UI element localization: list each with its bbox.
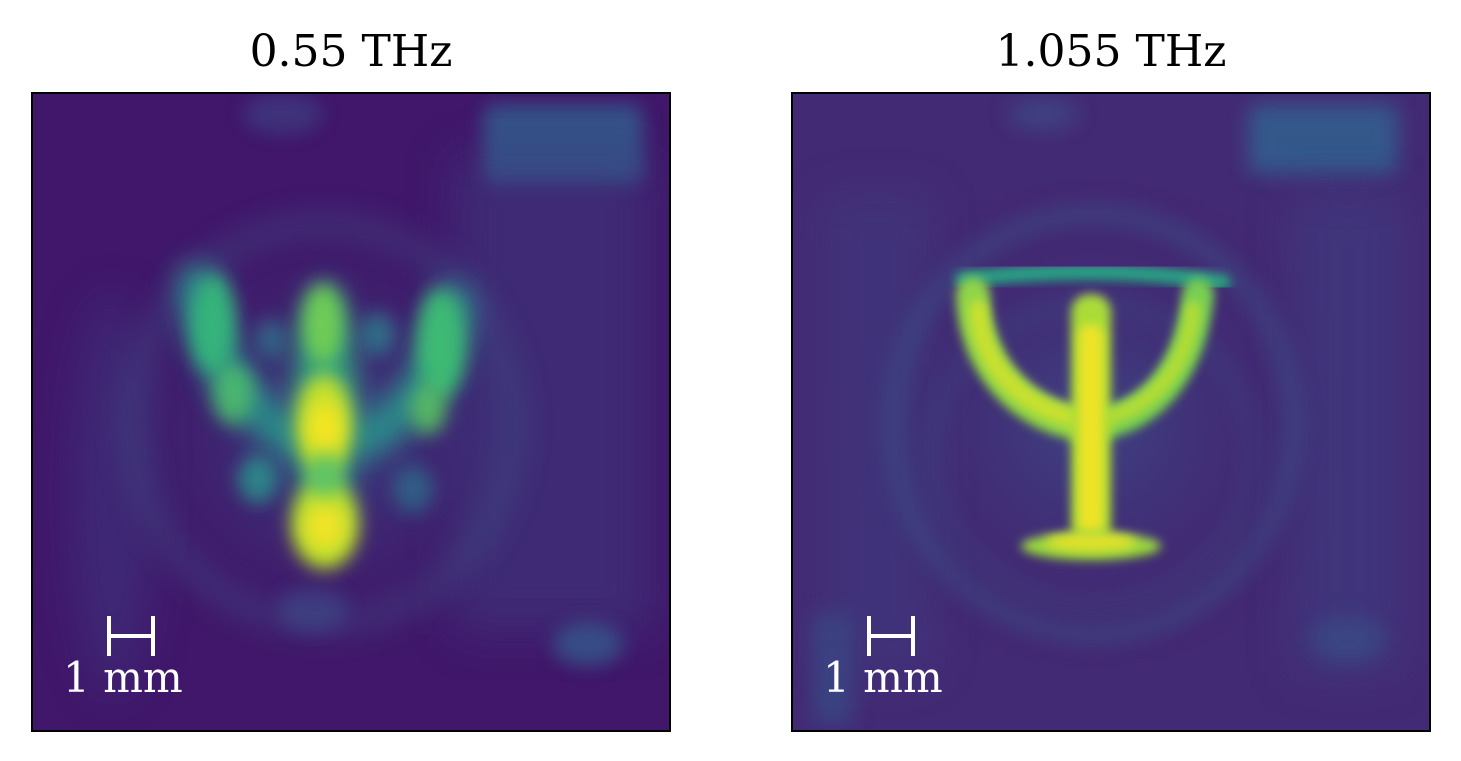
thz-intensity-image xyxy=(793,94,1429,730)
scale-bar xyxy=(867,616,915,656)
image-panel-0-55-thz: 0.55 THz xyxy=(31,0,671,761)
image-panel-1-055-thz: 1.055 THz xyxy=(791,0,1431,761)
scale-bar xyxy=(107,616,155,656)
scale-bar-label: 1 mm xyxy=(823,653,943,702)
thz-image-frame: 1 mm xyxy=(791,92,1431,732)
panel-title: 0.55 THz xyxy=(249,26,453,77)
thz-intensity-image xyxy=(33,94,669,730)
scale-bar-label: 1 mm xyxy=(63,653,183,702)
panel-title: 1.055 THz xyxy=(995,26,1227,77)
thz-image-frame: 1 mm xyxy=(31,92,671,732)
